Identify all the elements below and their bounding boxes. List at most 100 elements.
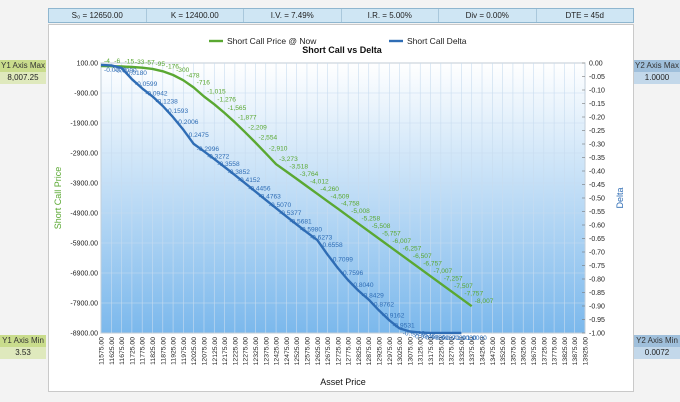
y1-tick-label: -1900.00 bbox=[70, 121, 98, 128]
delta-data-label: -1.0000 bbox=[454, 335, 477, 342]
delta-data-label: -0.3558 bbox=[217, 161, 240, 168]
y2-tick-label: -0.95 bbox=[589, 317, 605, 324]
y2-tick-label: -0.30 bbox=[589, 142, 605, 149]
delta-data-label: -0.9828 bbox=[403, 330, 426, 337]
series-lines bbox=[100, 63, 473, 335]
y2-axis-max-value[interactable]: 1.0000 bbox=[634, 72, 680, 84]
delta-data-label: -0.8429 bbox=[361, 293, 384, 300]
y1-tick-label: -6900.00 bbox=[70, 271, 98, 278]
price-data-label: -33 bbox=[135, 59, 145, 66]
x-tick-label: 13375.00 bbox=[469, 337, 476, 366]
y2-tick-label: -0.80 bbox=[589, 277, 605, 284]
y1-axis-max-box: Y1 Axis Max 8,007.25 bbox=[0, 60, 46, 84]
x-tick-label: 12075.00 bbox=[201, 337, 208, 366]
delta-data-label: -0.9999 bbox=[444, 335, 467, 342]
delta-data-label: -0.7099 bbox=[331, 257, 354, 264]
y2-axis-title: Delta bbox=[615, 187, 625, 208]
x-tick-label: 12225.00 bbox=[232, 337, 239, 366]
legend: Short Call Price @ Now Short Call Delta bbox=[209, 36, 467, 46]
x-tick-label: 13575.00 bbox=[510, 337, 517, 366]
y2-axis-min-box: Y2 Axis Min 0.0072 bbox=[634, 335, 680, 359]
param-dte: DTE = 45d bbox=[565, 11, 604, 20]
x-tick-label: 13425.00 bbox=[480, 337, 487, 366]
price-data-label: -7,507 bbox=[454, 283, 473, 290]
x-tick-label: 13325.00 bbox=[459, 337, 466, 366]
delta-data-label: -0.0090 bbox=[114, 67, 137, 74]
price-data-label: -5,757 bbox=[382, 231, 401, 238]
y2-tick-label: -0.90 bbox=[589, 304, 605, 311]
x-tick-label: 12825.00 bbox=[356, 337, 363, 366]
x-tick-label: 13525.00 bbox=[500, 337, 507, 366]
y2-tick-label: -1.00 bbox=[589, 331, 605, 338]
y2-tick-label: -0.40 bbox=[589, 169, 605, 176]
x-tick-label: 12025.00 bbox=[191, 337, 198, 366]
price-data-label: -6,507 bbox=[413, 253, 432, 260]
delta-data-label: -0.0072 bbox=[104, 67, 127, 74]
y1-tick-label: -8900.00 bbox=[70, 331, 98, 338]
delta-data-label: -0.7596 bbox=[341, 270, 364, 277]
x-tick-label: 11725.00 bbox=[129, 337, 136, 365]
x-tick-label: 12175.00 bbox=[222, 337, 229, 366]
delta-data-label: -0.9997 bbox=[434, 335, 457, 342]
y2-axis-max-label: Y2 Axis Max bbox=[634, 60, 680, 72]
delta-data-label: -0.0180 bbox=[125, 70, 148, 77]
price-data-label: -2,554 bbox=[258, 135, 277, 142]
y2-tick-label: -0.75 bbox=[589, 263, 605, 270]
y2-tick-label: -0.15 bbox=[589, 101, 605, 108]
price-data-label: -7,007 bbox=[434, 268, 453, 275]
y2-tick-label: -0.20 bbox=[589, 115, 605, 122]
y2-tick-label: -0.25 bbox=[589, 128, 605, 135]
y1-tick-label: -7900.00 bbox=[70, 301, 98, 308]
delta-data-label: -0.1593 bbox=[166, 108, 189, 115]
y2-axis-min-value[interactable]: 0.0072 bbox=[634, 347, 680, 359]
price-data-label: -95 bbox=[155, 61, 165, 68]
price-data-label: -3,273 bbox=[279, 156, 298, 163]
price-data-label: -2,209 bbox=[248, 124, 267, 131]
param-ir: I.R. = 5.00% bbox=[342, 9, 439, 22]
x-tick-label: 13625.00 bbox=[521, 337, 528, 366]
y2-tick-label: -0.50 bbox=[589, 196, 605, 203]
x-tick-label: 13225.00 bbox=[438, 337, 445, 366]
y1-axis-min-box: Y1 Axis Min 3.53 bbox=[0, 335, 46, 359]
x-tick-label: 13825.00 bbox=[562, 337, 569, 366]
delta-data-label: -0.5070 bbox=[269, 202, 292, 209]
y1-axis-min-label: Y1 Axis Min bbox=[0, 335, 46, 347]
x-tick-label: 12975.00 bbox=[387, 337, 394, 366]
price-data-label: -6 bbox=[114, 58, 120, 65]
price-data-label: -3,518 bbox=[289, 164, 308, 171]
delta-data-label: -0.8762 bbox=[372, 302, 395, 309]
price-data-label: -7,757 bbox=[464, 291, 483, 298]
delta-data-label: -0.0599 bbox=[135, 81, 158, 88]
y2-tick-label: -0.70 bbox=[589, 250, 605, 257]
chart-svg: 11575.00 11625.00 11675.00 11725.00 11775.00… bbox=[53, 36, 625, 387]
price-data-label: -7,257 bbox=[444, 276, 463, 283]
x-tick-label: 11675.00 bbox=[119, 337, 126, 365]
x-tick-label: 13075.00 bbox=[407, 337, 414, 366]
x-tick-label: 13475.00 bbox=[490, 337, 497, 366]
delta-data-label: -0.9946 bbox=[413, 334, 436, 341]
y2-tick-label: -0.55 bbox=[589, 209, 605, 216]
price-data-label: -1,877 bbox=[238, 114, 257, 121]
x-axis-title: Asset Price bbox=[320, 377, 366, 387]
y1-axis-max-value[interactable]: 8,007.25 bbox=[0, 72, 46, 84]
axes: 11575.00 11625.00 11675.00 11725.00 11775.00… bbox=[70, 61, 605, 366]
param-strike: K = 12400.00 bbox=[147, 9, 244, 22]
x-tick-label: 12775.00 bbox=[346, 337, 353, 366]
delta-data-label: -0.8040 bbox=[351, 282, 374, 289]
plot-area bbox=[100, 62, 586, 334]
price-data-label: -5,508 bbox=[372, 223, 391, 230]
price-data-label: -4,758 bbox=[341, 201, 360, 208]
x-tick-label: 12675.00 bbox=[325, 337, 332, 366]
param-spot: S₀ = 12650.00 bbox=[49, 9, 147, 22]
x-tick-label: 13675.00 bbox=[531, 337, 538, 366]
price-data-label: -5,258 bbox=[361, 216, 380, 223]
y1-axis-min-value[interactable]: 3.53 bbox=[0, 347, 46, 359]
price-data-label: -300 bbox=[176, 67, 190, 74]
x-tick-label: 13275.00 bbox=[449, 337, 456, 366]
x-tick-label: 12475.00 bbox=[284, 337, 291, 366]
price-data-label: -4 bbox=[104, 58, 110, 65]
y1-axis-max-label: Y1 Axis Max bbox=[0, 60, 46, 72]
grid-lines bbox=[100, 62, 586, 334]
series-line-delta bbox=[100, 63, 462, 335]
chart-title: Short Call vs Delta bbox=[302, 45, 383, 55]
